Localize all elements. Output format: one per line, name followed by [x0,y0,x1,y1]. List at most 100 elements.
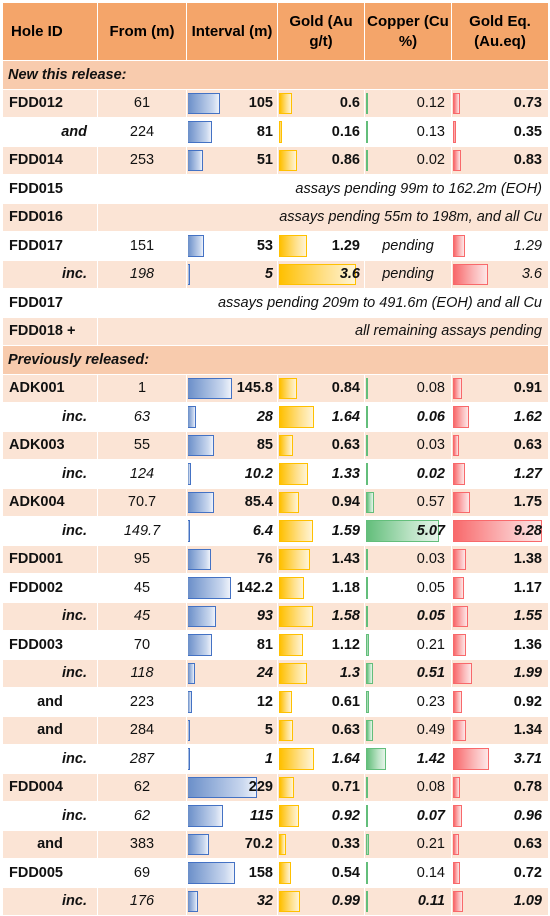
gold-bar [279,748,315,770]
copper-value: 0.08 [416,779,445,796]
copper-bar [366,491,375,513]
interval-cell: 70.2 [186,829,278,859]
interval-value: 32 [256,893,273,910]
gold-bar [279,463,308,485]
interval-bar [188,121,213,143]
gold-eq-value: 1.36 [513,636,542,653]
interval-value: 105 [248,95,273,112]
gold-eq-value: 1.99 [513,665,542,682]
copper-cell: 0.23 [364,687,452,717]
from-cell: 45 [97,601,187,631]
from-cell: 69 [97,858,187,888]
gold-bar [279,577,305,599]
gold-value: 1.43 [331,551,360,568]
hole-id-cell: FDD015 [2,174,98,204]
gold-bar [279,121,283,143]
gold-eq-bar [453,377,462,399]
hole-id-cell: FDD001 [2,544,98,574]
copper-bar [366,434,368,456]
copper-value: 5.07 [416,522,445,539]
interval-value: 142.2 [236,579,273,596]
from-cell: 62 [97,801,187,831]
hole-id-cell: FDD017 [2,231,98,261]
copper-cell: 5.07 [364,516,452,546]
gold-bar [279,605,313,627]
gold-eq-bar [453,491,470,513]
copper-bar [366,605,368,627]
interval-bar [188,149,204,171]
gold-cell: 1.29 [277,231,365,261]
hole-id-cell: inc. [2,801,98,831]
copper-value: 0.57 [416,494,445,511]
interval-cell: 32 [186,886,278,916]
copper-cell: 0.03 [364,430,452,460]
gold-bar [279,776,295,798]
gold-value: 0.63 [331,722,360,739]
hole-id-cell: FDD014 [2,145,98,175]
gold-value: 0.84 [331,380,360,397]
gold-eq-bar [453,833,460,855]
gold-cell: 0.16 [277,117,365,147]
interval-bar [188,577,231,599]
interval-cell: 5 [186,715,278,745]
interval-cell: 85.4 [186,487,278,517]
gold-value: 1.18 [331,579,360,596]
gold-value: 0.6 [339,95,360,112]
interval-value: 85 [256,437,273,454]
hole-id-cell: FDD004 [2,772,98,802]
copper-bar [366,92,368,114]
copper-bar [366,833,369,855]
table-row: inc. 45 93 1.58 0.05 1.55 [2,601,549,631]
hole-id-cell: inc. [2,516,98,546]
gold-eq-cell: 1.75 [451,487,549,517]
interval-value: 85.4 [244,494,273,511]
gold-bar [279,434,293,456]
gold-bar [279,833,287,855]
section-row: Previously released: [2,345,549,375]
hole-id-cell: inc. [2,601,98,631]
interval-bar [188,491,214,513]
gold-cell: 0.61 [277,687,365,717]
interval-bar [188,890,198,912]
gold-eq-value: 1.75 [513,494,542,511]
copper-bar [366,463,368,485]
from-cell: 70.7 [97,487,187,517]
pending-note-cell: all remaining assays pending [97,316,549,346]
interval-cell: 93 [186,601,278,631]
gold-eq-value: 1.38 [513,551,542,568]
interval-bar [188,235,204,257]
gold-eq-cell: 1.38 [451,544,549,574]
gold-value: 0.16 [331,123,360,140]
interval-cell: 115 [186,801,278,831]
copper-bar [366,662,374,684]
gold-eq-cell: 1.29 [451,231,549,261]
copper-value: 1.42 [416,750,445,767]
gold-cell: 0.86 [277,145,365,175]
copper-value: 0.07 [416,807,445,824]
copper-value: 0.02 [416,152,445,169]
copper-bar [366,862,368,884]
from-cell: 95 [97,544,187,574]
gold-value: 1.12 [331,636,360,653]
table-row: ADK001 1 145.8 0.84 0.08 0.91 [2,373,549,403]
table-row: FDD015 assays pending 99m to 162.2m (EOH) [2,174,549,204]
interval-value: 81 [256,636,273,653]
interval-bar [188,434,214,456]
copper-value: 0.23 [416,693,445,710]
from-cell: 383 [97,829,187,859]
copper-cell: 0.05 [364,573,452,603]
copper-cell: 1.42 [364,744,452,774]
interval-value: 70.2 [244,836,273,853]
gold-eq-value: 0.83 [513,152,542,169]
gold-eq-value: 9.28 [513,522,542,539]
interval-cell: 51 [186,145,278,175]
interval-value: 51 [256,152,273,169]
copper-cell: 0.06 [364,402,452,432]
gold-bar [279,548,310,570]
pending-note-cell: assays pending 209m to 491.6m (EOH) and … [97,288,549,318]
hole-id-cell: FDD016 [2,202,98,232]
interval-value: 158 [248,864,273,881]
hole-id-cell: FDD005 [2,858,98,888]
table-row: FDD001 95 76 1.43 0.03 1.38 [2,544,549,574]
copper-cell: 0.07 [364,801,452,831]
